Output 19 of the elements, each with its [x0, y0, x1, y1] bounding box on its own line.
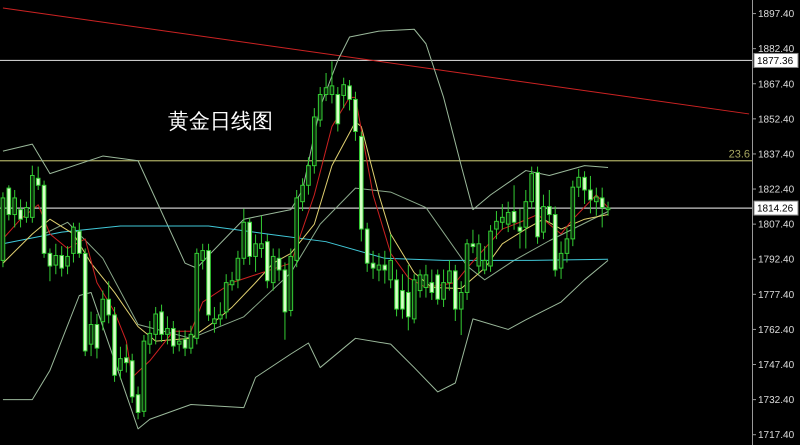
- ref-line-label: 1877.36: [757, 56, 794, 67]
- y-tick-label: 1762.40: [758, 324, 795, 336]
- y-tick-label: 1717.40: [758, 430, 795, 442]
- y-tick-label: 1882.40: [758, 44, 795, 56]
- y-tick-label: 1792.40: [758, 254, 795, 266]
- annotation: 23.6: [728, 148, 750, 161]
- y-tick-label: 1867.40: [758, 79, 795, 90]
- line-series: [2, 28, 609, 269]
- ref-line-label: 1814.26: [757, 204, 794, 215]
- y-tick-label: 1822.40: [758, 184, 795, 196]
- y-tick-label: 1777.40: [758, 290, 795, 301]
- text: 黄金日线图: [168, 109, 273, 133]
- y-tick-label: 1897.40: [758, 9, 795, 20]
- y-tick-label: 1807.40: [758, 220, 795, 231]
- y-tick-label: 1747.40: [758, 360, 795, 372]
- y-tick-label: 1732.40: [758, 395, 795, 406]
- y-tick-label: 1837.40: [758, 149, 795, 160]
- line-series: [2, 260, 609, 430]
- y-tick-label: 1852.40: [758, 114, 795, 126]
